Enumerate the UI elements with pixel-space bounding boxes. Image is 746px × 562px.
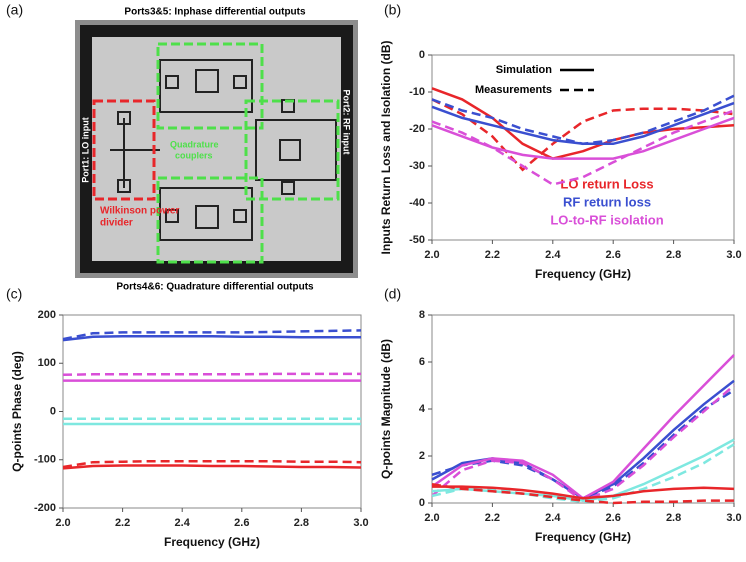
x-tick-label: 2.2 — [115, 517, 130, 529]
series-line — [431, 438, 735, 502]
chip-photo — [75, 20, 358, 278]
series-line — [431, 389, 735, 500]
panel-label: (a) — [6, 2, 23, 18]
y-tick-label: 0 — [419, 497, 425, 509]
y-tick-label: 200 — [38, 309, 56, 321]
y-tick-label: -10 — [409, 86, 425, 98]
photo-label: divider — [100, 218, 133, 229]
x-axis-title: Frequency (GHz) — [164, 535, 260, 549]
plot-frame — [431, 54, 735, 241]
y-tick-label: 6 — [419, 356, 425, 368]
x-tick-label: 2.6 — [606, 249, 621, 261]
series-line — [431, 379, 735, 500]
x-axis-title: Frequency (GHz) — [535, 267, 631, 281]
x-tick-label: 2.0 — [424, 512, 439, 524]
series-line — [431, 354, 735, 500]
series-line — [62, 329, 362, 341]
x-tick-label: 2.2 — [485, 249, 500, 261]
x-tick-label: 2.0 — [55, 517, 70, 529]
photo-label: Port2: RF input — [342, 90, 352, 155]
x-tick-label: 2.8 — [666, 249, 681, 261]
photo-label: couplers — [175, 150, 213, 160]
series-line — [431, 384, 735, 503]
x-axis-title: Frequency (GHz) — [535, 530, 631, 544]
legend-label: Measurements — [475, 84, 552, 96]
photo-label: Ports4&6: Quadrature differential output… — [116, 282, 314, 293]
x-tick-label: 3.0 — [726, 512, 741, 524]
series-line — [62, 464, 362, 470]
x-tick-label: 2.6 — [606, 512, 621, 524]
series-line — [431, 87, 735, 160]
series-line — [62, 334, 361, 342]
series-line — [431, 98, 735, 172]
series-line — [432, 485, 735, 500]
x-tick-label: 2.4 — [175, 517, 191, 529]
x-tick-label: 2.0 — [424, 249, 439, 261]
panel-label: (b) — [384, 2, 401, 18]
legend-label: RF return loss — [563, 194, 651, 209]
y-tick-label: 0 — [419, 49, 425, 61]
y-tick-label: -40 — [409, 197, 425, 209]
y-tick-label: 100 — [38, 357, 56, 369]
panel-label: (c) — [6, 286, 22, 302]
y-axis-title: Q-points Magnitude (dB) — [379, 339, 393, 479]
x-tick-label: 2.8 — [666, 512, 681, 524]
plot-frame — [62, 314, 362, 509]
panel-label: (d) — [384, 286, 401, 302]
photo-label: Port1: LO input — [80, 117, 90, 183]
x-tick-label: 3.0 — [726, 249, 741, 261]
y-axis-title: Q-points Phase (deg) — [10, 351, 24, 472]
legend-label: LO-to-RF isolation — [550, 212, 663, 227]
x-tick-label: 3.0 — [353, 517, 368, 529]
series-line — [62, 372, 361, 377]
series-line — [431, 116, 735, 160]
y-tick-label: 8 — [419, 309, 425, 321]
series-line — [62, 459, 362, 469]
x-tick-label: 2.8 — [294, 517, 309, 529]
series-line — [431, 482, 734, 505]
series-line — [431, 94, 735, 146]
y-tick-label: 4 — [419, 403, 426, 415]
y-tick-label: -200 — [34, 502, 56, 514]
photo-label: Quadrature — [170, 139, 219, 149]
x-tick-label: 2.4 — [545, 249, 561, 261]
photo-label: Wilkinson power — [100, 206, 179, 217]
series-line — [431, 443, 735, 504]
x-tick-label: 2.6 — [234, 517, 249, 529]
legend-label: Simulation — [496, 64, 553, 76]
y-axis-title: Inputs Return Loss and Isolation (dB) — [379, 41, 393, 255]
y-tick-label: -20 — [409, 123, 425, 135]
legend-label: LO return Loss — [560, 176, 653, 191]
photo-label: Ports3&5: Inphase differential outputs — [124, 7, 306, 18]
y-tick-label: 0 — [50, 405, 56, 417]
x-tick-label: 2.2 — [485, 512, 500, 524]
plot-frame — [431, 314, 735, 504]
x-tick-label: 2.4 — [545, 512, 561, 524]
y-tick-label: -30 — [409, 160, 425, 172]
y-tick-label: -50 — [409, 234, 425, 246]
y-tick-label: -100 — [34, 454, 56, 466]
y-tick-label: 2 — [419, 450, 425, 462]
